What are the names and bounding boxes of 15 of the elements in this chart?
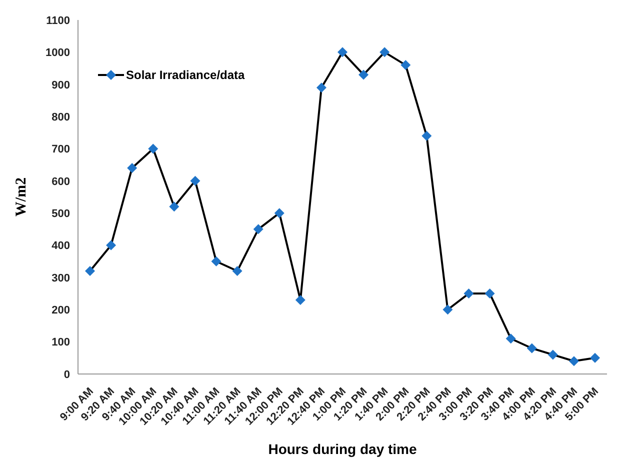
x-axis-title: Hours during day time <box>268 441 417 457</box>
y-tick-label: 600 <box>52 176 70 188</box>
y-tick-label: 800 <box>52 111 70 124</box>
y-tick-label: 1100 <box>46 14 70 27</box>
y-tick-label: 100 <box>52 336 70 349</box>
y-tick-label: 700 <box>52 144 70 156</box>
y-tick-label: 400 <box>52 240 70 252</box>
y-tick-label: 300 <box>52 272 70 284</box>
y-tick-label: 1000 <box>46 47 70 60</box>
y-tick-label: 500 <box>52 208 70 220</box>
y-tick-label: 200 <box>52 304 70 317</box>
y-tick-label: 0 <box>64 368 70 381</box>
y-axis-title: W/m2 <box>13 177 30 217</box>
legend-label: Solar Irradiance/data <box>126 68 245 82</box>
y-tick-label: 900 <box>52 79 70 92</box>
